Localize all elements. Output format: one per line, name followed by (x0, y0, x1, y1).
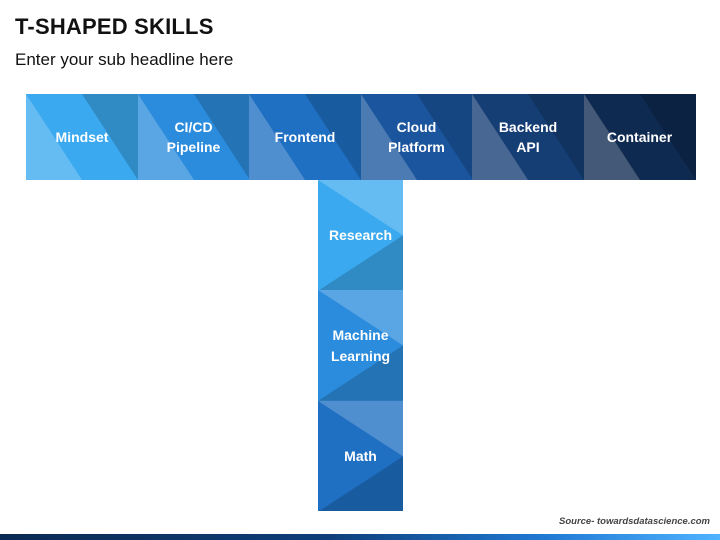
skill-block-horizontal: Cloud Platform (360, 94, 473, 180)
skill-block-horizontal-background (583, 94, 696, 180)
skill-block-horizontal: Mindset (26, 94, 138, 180)
skill-block-vertical-label: Machine Learning (330, 327, 391, 364)
skill-block-horizontal-background (26, 94, 138, 180)
skill-block-horizontal-label: Container (606, 128, 673, 145)
skill-block-horizontal-background (360, 94, 473, 180)
skill-block-horizontal-label: Backend API (498, 118, 558, 155)
skill-block-horizontal-background (472, 94, 584, 180)
source-credit: Source- towardsdatascience.com (559, 516, 710, 527)
skill-block-horizontal-label: Frontend (274, 128, 336, 145)
skill-block-vertical: Math (318, 400, 403, 512)
skill-block-horizontal-label: Mindset (55, 128, 109, 145)
skill-block-horizontal-background (137, 94, 250, 180)
skill-block-vertical-label: Research (328, 227, 393, 244)
skill-block-horizontal-label: Cloud Platform (388, 118, 445, 155)
skill-block-vertical-background (318, 180, 403, 291)
skill-block-horizontal-label: CI/CD Pipeline (166, 118, 221, 155)
skill-block-horizontal-background (249, 94, 361, 180)
skill-block-horizontal: CI/CD Pipeline (137, 94, 250, 180)
skill-block-vertical-label: Math (344, 447, 377, 464)
skill-block-horizontal: Frontend (249, 94, 361, 180)
skill-block-horizontal: Container (583, 94, 696, 180)
footer-bar (0, 534, 720, 540)
skill-block-horizontal: Backend API (472, 94, 584, 180)
skill-block-vertical: Machine Learning (318, 290, 403, 402)
page-subtitle: Enter your sub headline here (15, 50, 234, 69)
skill-block-vertical: Research (318, 180, 403, 291)
page-title: T-SHAPED SKILLS (15, 14, 214, 39)
skill-block-vertical-background (318, 400, 403, 512)
skill-block-vertical-background (318, 290, 403, 402)
